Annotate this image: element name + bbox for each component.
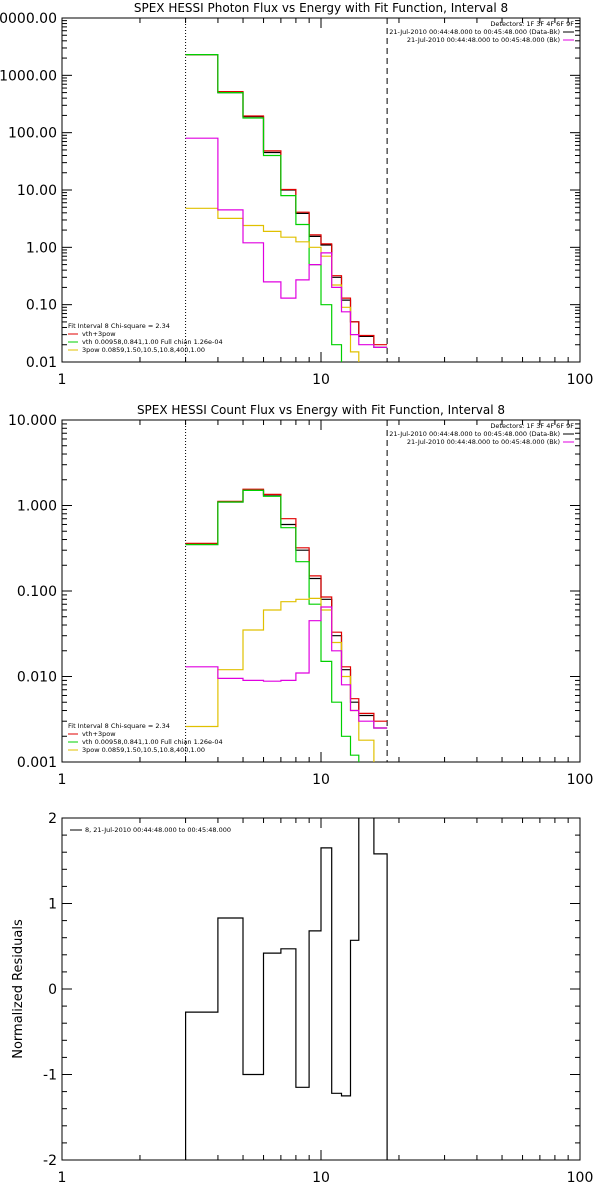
legend-detectors: Detectors: 1F 3F 4F 6F 9F [490, 20, 574, 28]
y-tick-label: 1.00 [26, 240, 57, 256]
y-axis-label: Normalized Residuals [11, 919, 26, 1059]
chart-panel-2: SPEX HESSI Count Flux vs Energy with Fit… [8, 403, 593, 788]
x-tick-label: 100 [567, 772, 594, 788]
legend-entry: 21-Jul-2010 00:44:48.000 to 00:45:48.000… [407, 36, 560, 44]
legend-entry: 3pow 0.0859,1.50,10.5,10.8,400,1.00 [82, 746, 205, 754]
legend-fit-info: Fit Interval 8 Chi-square = 2.34 [68, 722, 170, 730]
series-line-2 [185, 488, 388, 722]
x-tick-label: 10 [312, 372, 330, 388]
legend-entry: 21-Jul-2010 00:44:48.000 to 00:45:48.000… [389, 28, 560, 36]
x-tick-label: 1 [58, 1170, 67, 1186]
y-tick-label: -2 [43, 1153, 57, 1169]
x-tick-label: 10 [312, 772, 330, 788]
chart-title: SPEX HESSI Count Flux vs Energy with Fit… [137, 403, 505, 417]
x-tick-label: 1 [58, 772, 67, 788]
series-line-2 [185, 54, 388, 346]
x-tick-label: 100 [567, 372, 594, 388]
x-tick-label: 100 [567, 1170, 594, 1186]
series-line-4 [185, 207, 360, 362]
y-tick-label: 10000.00 [0, 11, 57, 27]
chart-panel-3: 1 10 100 -2 -1 0 1 2 Normalized Residuals 8, 21-J… [11, 811, 594, 1186]
y-tick-label: 0.001 [17, 755, 57, 771]
y-tick-label: 1.000 [17, 499, 57, 515]
legend-entry: 21-Jul-2010 00:44:48.000 to 00:45:48.000… [389, 430, 560, 438]
legend-entry: 8, 21-Jul-2010 00:44:48.000 to 00:45:48.… [85, 826, 231, 834]
y-tick-label: 1 [48, 897, 57, 913]
y-tick-label: 0.10 [26, 298, 57, 314]
y-tick-label: 0.100 [17, 584, 57, 600]
y-tick-label: 0 [48, 982, 57, 998]
y-tick-label: 2 [48, 811, 57, 827]
series-line-5 [185, 606, 388, 729]
legend-detectors: Detectors: 1F 3F 4F 6F 9F [490, 422, 574, 430]
y-tick-label: 1000.00 [0, 68, 57, 84]
series-line-1 [185, 54, 388, 348]
legend-entry: vth 0.00958,0.841,1.00 Full chian 1.26e-… [82, 738, 223, 746]
y-tick-label: -1 [43, 1068, 57, 1084]
legend-entry: vth 0.00958,0.841,1.00 Full chian 1.26e-… [82, 338, 223, 346]
legend-fit-info: Fit Interval 8 Chi-square = 2.34 [68, 322, 170, 330]
legend-entry: 3pow 0.0859,1.50,10.5,10.8,400,1.00 [82, 346, 205, 354]
x-tick-label: 1 [58, 372, 67, 388]
legend-entry: vth+3pow [82, 730, 116, 738]
chart-title: SPEX HESSI Photon Flux vs Energy with Fi… [134, 1, 508, 15]
series-line-1 [185, 818, 388, 1160]
y-tick-label: 0.01 [26, 355, 57, 371]
y-tick-label: 10.00 [17, 183, 57, 199]
y-tick-label: 0.010 [17, 670, 57, 686]
axes-frame [61, 17, 581, 363]
series-line-1 [185, 489, 388, 729]
legend-entry: vth+3pow [82, 330, 116, 338]
y-tick-label: 10.000 [8, 413, 57, 429]
series-line-3 [185, 489, 360, 762]
chart-panel-1: SPEX HESSI Photon Flux vs Energy with Fi… [0, 1, 594, 388]
legend-entry: 21-Jul-2010 00:44:48.000 to 00:45:48.000… [407, 438, 560, 446]
x-tick-label: 10 [312, 1170, 330, 1186]
series-line-5 [185, 137, 388, 348]
y-tick-label: 100.00 [8, 126, 57, 142]
